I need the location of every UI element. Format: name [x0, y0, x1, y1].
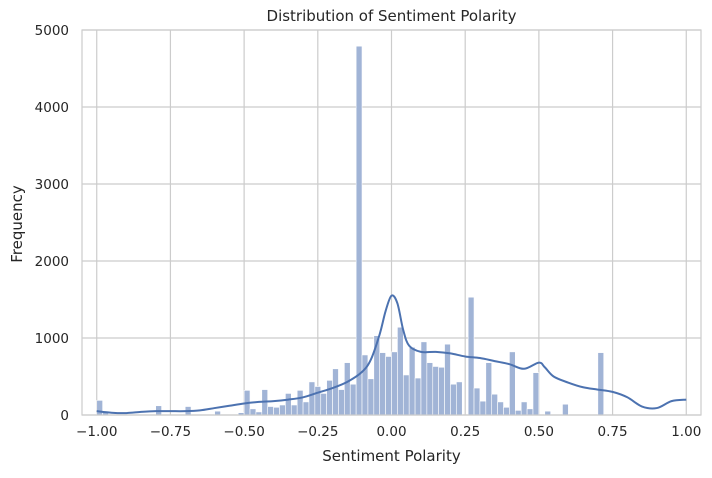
histogram-bar [96, 400, 103, 416]
histogram-bar [562, 403, 569, 416]
histogram-bar [485, 362, 493, 416]
histogram-bar [332, 368, 339, 416]
histogram-bar [367, 378, 375, 416]
histogram-bar [426, 362, 434, 416]
histogram-bar [285, 393, 292, 416]
histogram-bar [290, 404, 298, 416]
histogram-bar [526, 408, 534, 416]
y-tick-label: 5000 [35, 23, 69, 39]
y-tick-label: 0 [60, 408, 69, 424]
x-tick-label: 0.00 [376, 424, 406, 440]
histogram-bar [314, 386, 322, 416]
x-tick-label: 1.00 [671, 424, 701, 440]
grid [82, 29, 701, 416]
y-tick-label: 4000 [35, 100, 69, 116]
histogram-bar [503, 406, 510, 416]
y-tick-label: 3000 [35, 177, 69, 193]
histogram-bar [361, 354, 369, 416]
histogram-bar [514, 410, 522, 416]
y-tick-label: 1000 [35, 331, 69, 347]
histogram-bar [414, 377, 422, 416]
histogram-bar [473, 387, 481, 416]
histogram-bar [520, 401, 528, 416]
chart-title: Distribution of Sentiment Polarity [267, 7, 517, 25]
histogram-bar [532, 372, 540, 416]
x-tick-label: −0.25 [297, 424, 338, 440]
histogram-bar [479, 400, 487, 416]
histogram-bar [509, 351, 516, 416]
histogram-bar [379, 352, 386, 416]
x-tick-label: 0.25 [450, 424, 480, 440]
histogram-bar [385, 356, 392, 416]
histogram-bar [308, 381, 316, 416]
x-axis-label: Sentiment Polarity [322, 447, 461, 465]
x-tick-label: −0.75 [150, 424, 191, 440]
y-tick-labels: 0 1000 2000 3000 4000 5000 [35, 23, 69, 424]
histogram-bar [349, 383, 357, 416]
histogram-bar [597, 352, 605, 416]
histogram-bar [279, 404, 286, 416]
y-axis-label: Frequency [8, 185, 26, 263]
x-tick-labels: −1.00 −0.75 −0.50 −0.25 0.00 0.25 0.50 0.75 1.00 [76, 424, 701, 440]
histogram-bar [273, 406, 280, 416]
histogram-bar [355, 45, 363, 416]
x-tick-label: −0.50 [223, 424, 264, 440]
histogram-bar [249, 408, 257, 416]
y-tick-label: 2000 [35, 254, 69, 270]
kde-curve [96, 294, 687, 415]
x-tick-label: 0.75 [598, 424, 628, 440]
histogram-bar [438, 366, 445, 416]
histogram-bar [444, 343, 451, 416]
histogram-bar [456, 381, 463, 416]
histogram-bar [491, 393, 498, 416]
histogram-bar [344, 362, 351, 416]
x-tick-label: 0.50 [524, 424, 554, 440]
histogram-bar [397, 326, 404, 416]
histogram-bar [450, 383, 457, 416]
histogram-bar [408, 346, 416, 416]
histogram-bars [96, 45, 605, 416]
x-tick-label: −1.00 [76, 424, 117, 440]
histogram-bar [497, 401, 504, 416]
histogram-bar [296, 390, 304, 416]
histogram-bar [338, 389, 345, 416]
histogram-bar [402, 374, 410, 416]
histogram-bar [391, 351, 398, 416]
histogram-bar [267, 406, 274, 416]
plot-frame [81, 29, 702, 416]
histogram-bar [302, 401, 310, 416]
histogram-bar [432, 366, 439, 416]
histogram-bar [320, 393, 327, 416]
histogram-bar [326, 380, 333, 416]
